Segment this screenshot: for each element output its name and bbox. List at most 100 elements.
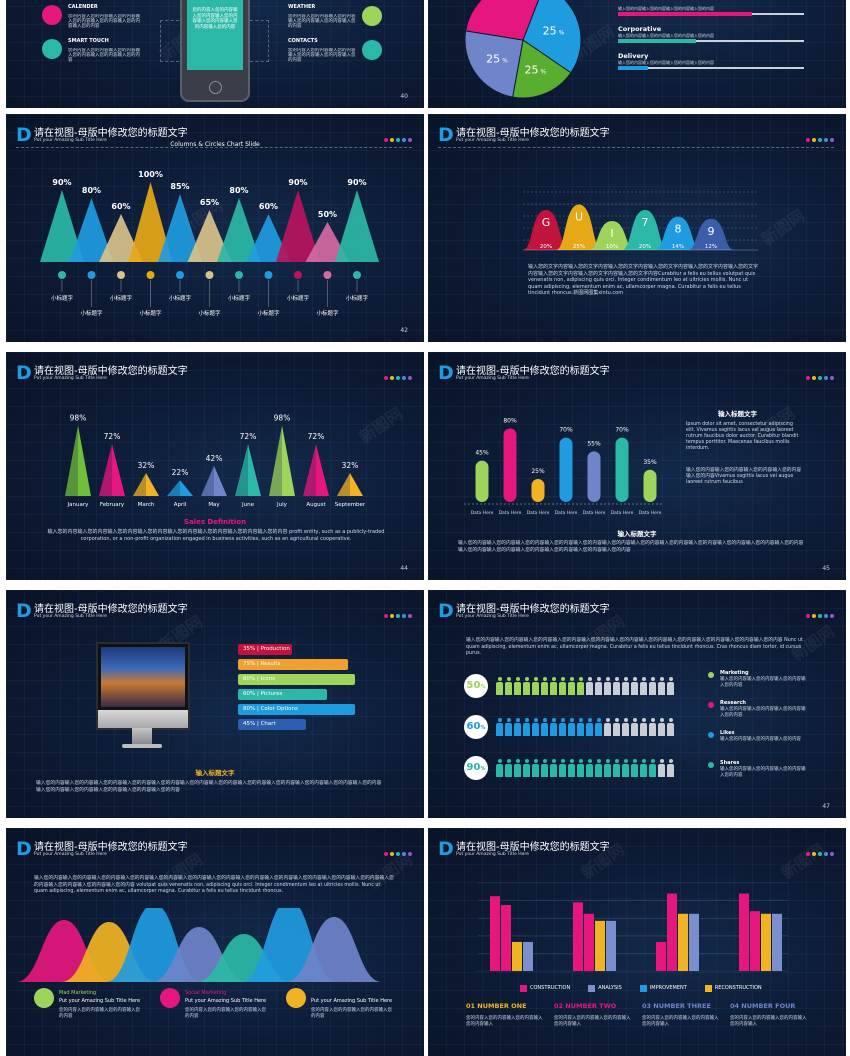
progress-text: 输入您的内容输入您的内容输入您的内容输入您的内容 bbox=[618, 6, 714, 11]
person-body bbox=[649, 682, 656, 695]
slide-48: D 请在视图-母版中修改您的标题文字 Put your Amazing Sub … bbox=[6, 828, 424, 1056]
color-dots bbox=[806, 376, 834, 380]
bar-mark bbox=[595, 920, 605, 971]
sub-label: 小标题字 bbox=[257, 309, 280, 317]
side-title: 输入标题文字 bbox=[718, 410, 757, 418]
side-text-1: Ipsum dolor sit amet, consectetur adipis… bbox=[686, 422, 799, 451]
progress-fill bbox=[618, 12, 752, 16]
person-body bbox=[622, 723, 629, 736]
percent-bar: 60% | Pictures bbox=[238, 689, 327, 700]
color-dot bbox=[402, 614, 406, 618]
spike-right bbox=[146, 472, 159, 496]
person-body bbox=[505, 764, 512, 777]
pie-slice bbox=[464, 30, 524, 98]
pill-value-label: 25% bbox=[531, 468, 545, 475]
person-body bbox=[559, 764, 566, 777]
person-head bbox=[524, 718, 529, 722]
person-head bbox=[659, 718, 664, 722]
color-dot bbox=[408, 614, 412, 618]
person-body bbox=[613, 682, 620, 695]
color-dots bbox=[806, 614, 834, 618]
number-label: 03 NUMBER THREE bbox=[642, 1002, 711, 1010]
color-dot bbox=[818, 138, 822, 142]
bump-mark bbox=[589, 221, 635, 250]
d-logo: D bbox=[438, 362, 454, 384]
person-body bbox=[550, 682, 557, 695]
slide-title: 请在视图-母版中修改您的标题文字 bbox=[456, 366, 610, 377]
triangle-value-label: 60% bbox=[111, 202, 130, 211]
slide-subtitle: Put your Amazing Sub Title Here bbox=[456, 852, 529, 857]
color-dot bbox=[812, 138, 816, 142]
month-label: January bbox=[67, 502, 90, 508]
spike-left bbox=[133, 472, 146, 496]
legend-swatch bbox=[639, 984, 647, 992]
bar-mark bbox=[689, 913, 699, 971]
bar-mark bbox=[501, 905, 511, 971]
slide-subtitle: Put your Amazing Sub Title Here bbox=[34, 376, 107, 381]
weather-dot bbox=[362, 6, 382, 26]
person-body bbox=[667, 764, 674, 777]
person-body bbox=[649, 723, 656, 736]
triangle-mark bbox=[246, 214, 291, 262]
page-number: 45 bbox=[822, 565, 830, 572]
person-head bbox=[569, 718, 574, 722]
legend-text: 输入您的内容输入您的内容输入您的内容输入您的内容 bbox=[720, 767, 806, 778]
pill-value-label: 35% bbox=[643, 459, 657, 466]
legend-subtitle: Put your Amazing Sub Title Here bbox=[185, 998, 267, 1004]
marker-dot bbox=[205, 271, 214, 279]
legend-title: Social Marketing bbox=[185, 990, 227, 996]
body-text: 输入您的文字内容输入您的文字内容输入您的文字内容输入您的文字内容输入您的文字内容… bbox=[528, 264, 759, 296]
bump-letter: 7 bbox=[642, 216, 649, 229]
pill-mark bbox=[587, 451, 601, 502]
number-text: 您的内容入您的内容输入您的内容输入您的内容输入 bbox=[642, 1016, 719, 1027]
pie-label-percent: % bbox=[538, 68, 546, 75]
person-body bbox=[559, 682, 566, 695]
color-dots bbox=[384, 138, 412, 142]
person-head bbox=[632, 677, 637, 681]
pill-mark bbox=[503, 428, 517, 502]
intro-text: 输入您的内容输入您的内容输入您的内容输入您的内容输入您的内容输入您的内容输入您的… bbox=[466, 638, 803, 656]
color-dot bbox=[408, 852, 412, 856]
color-dot bbox=[812, 614, 816, 618]
percent-circle: 90% bbox=[464, 756, 488, 780]
color-dot bbox=[818, 852, 822, 856]
bump-percent: 14% bbox=[672, 244, 684, 250]
bump-mark bbox=[655, 216, 701, 250]
person-body bbox=[505, 682, 512, 695]
person-head bbox=[650, 759, 655, 763]
person-body bbox=[604, 682, 611, 695]
progress-fill bbox=[618, 66, 648, 70]
phone-screen-text: 您的内容入您的内容输入您的内容输入您的内容输入您的内容输入您的内容输入您的内容 bbox=[192, 8, 238, 30]
color-dot bbox=[408, 376, 412, 380]
slide-46: D 请在视图-母版中修改您的标题文字 Put your Amazing Sub … bbox=[6, 590, 424, 818]
pill-mark bbox=[475, 460, 489, 502]
bar-mark bbox=[584, 913, 594, 971]
bump-letter: 9 bbox=[708, 225, 715, 238]
marker-dot bbox=[294, 271, 302, 279]
legend-item: ANALYSIS bbox=[588, 983, 622, 993]
slide-title: 请在视图-母版中修改您的标题文字 bbox=[34, 842, 188, 853]
pill-chart: 45% Data Here 80% Data Here 25% Data Here 70% D… bbox=[464, 417, 664, 516]
d-logo: D bbox=[16, 838, 32, 860]
legend-subtitle: Put your Amazing Sub Title Here bbox=[59, 998, 141, 1004]
percent-bar: 35% | Production bbox=[238, 644, 292, 655]
percent-sign: % bbox=[480, 684, 486, 690]
color-dot bbox=[824, 852, 828, 856]
percent-bar: 80% | Color Options bbox=[238, 704, 355, 715]
spike-value-label: 32% bbox=[342, 461, 359, 470]
slide-43: D 请在视图-母版中修改您的标题文字 Put your Amazing Sub … bbox=[428, 114, 846, 342]
legend-title: Marketing bbox=[720, 670, 749, 676]
person-head bbox=[560, 759, 565, 763]
triangle-mark bbox=[128, 182, 173, 262]
person-head bbox=[533, 677, 538, 681]
triangle-mark bbox=[187, 210, 232, 262]
calender-text: 您的内容入您的内容输入您的内容输入您的内容输入您的内容输入您的内容输入您的内容 bbox=[68, 14, 140, 29]
triangle-value-label: 65% bbox=[200, 198, 219, 207]
bar-mark bbox=[656, 941, 666, 971]
person-head bbox=[632, 759, 637, 763]
calender-dot bbox=[42, 5, 62, 25]
person-head bbox=[641, 677, 646, 681]
person-head bbox=[533, 759, 538, 763]
slide-41: 新图网 25 % 25 % 25 % 输入您的内容输入您的内容输入您的内容输入您的内… bbox=[428, 0, 846, 108]
person-body bbox=[667, 723, 674, 736]
